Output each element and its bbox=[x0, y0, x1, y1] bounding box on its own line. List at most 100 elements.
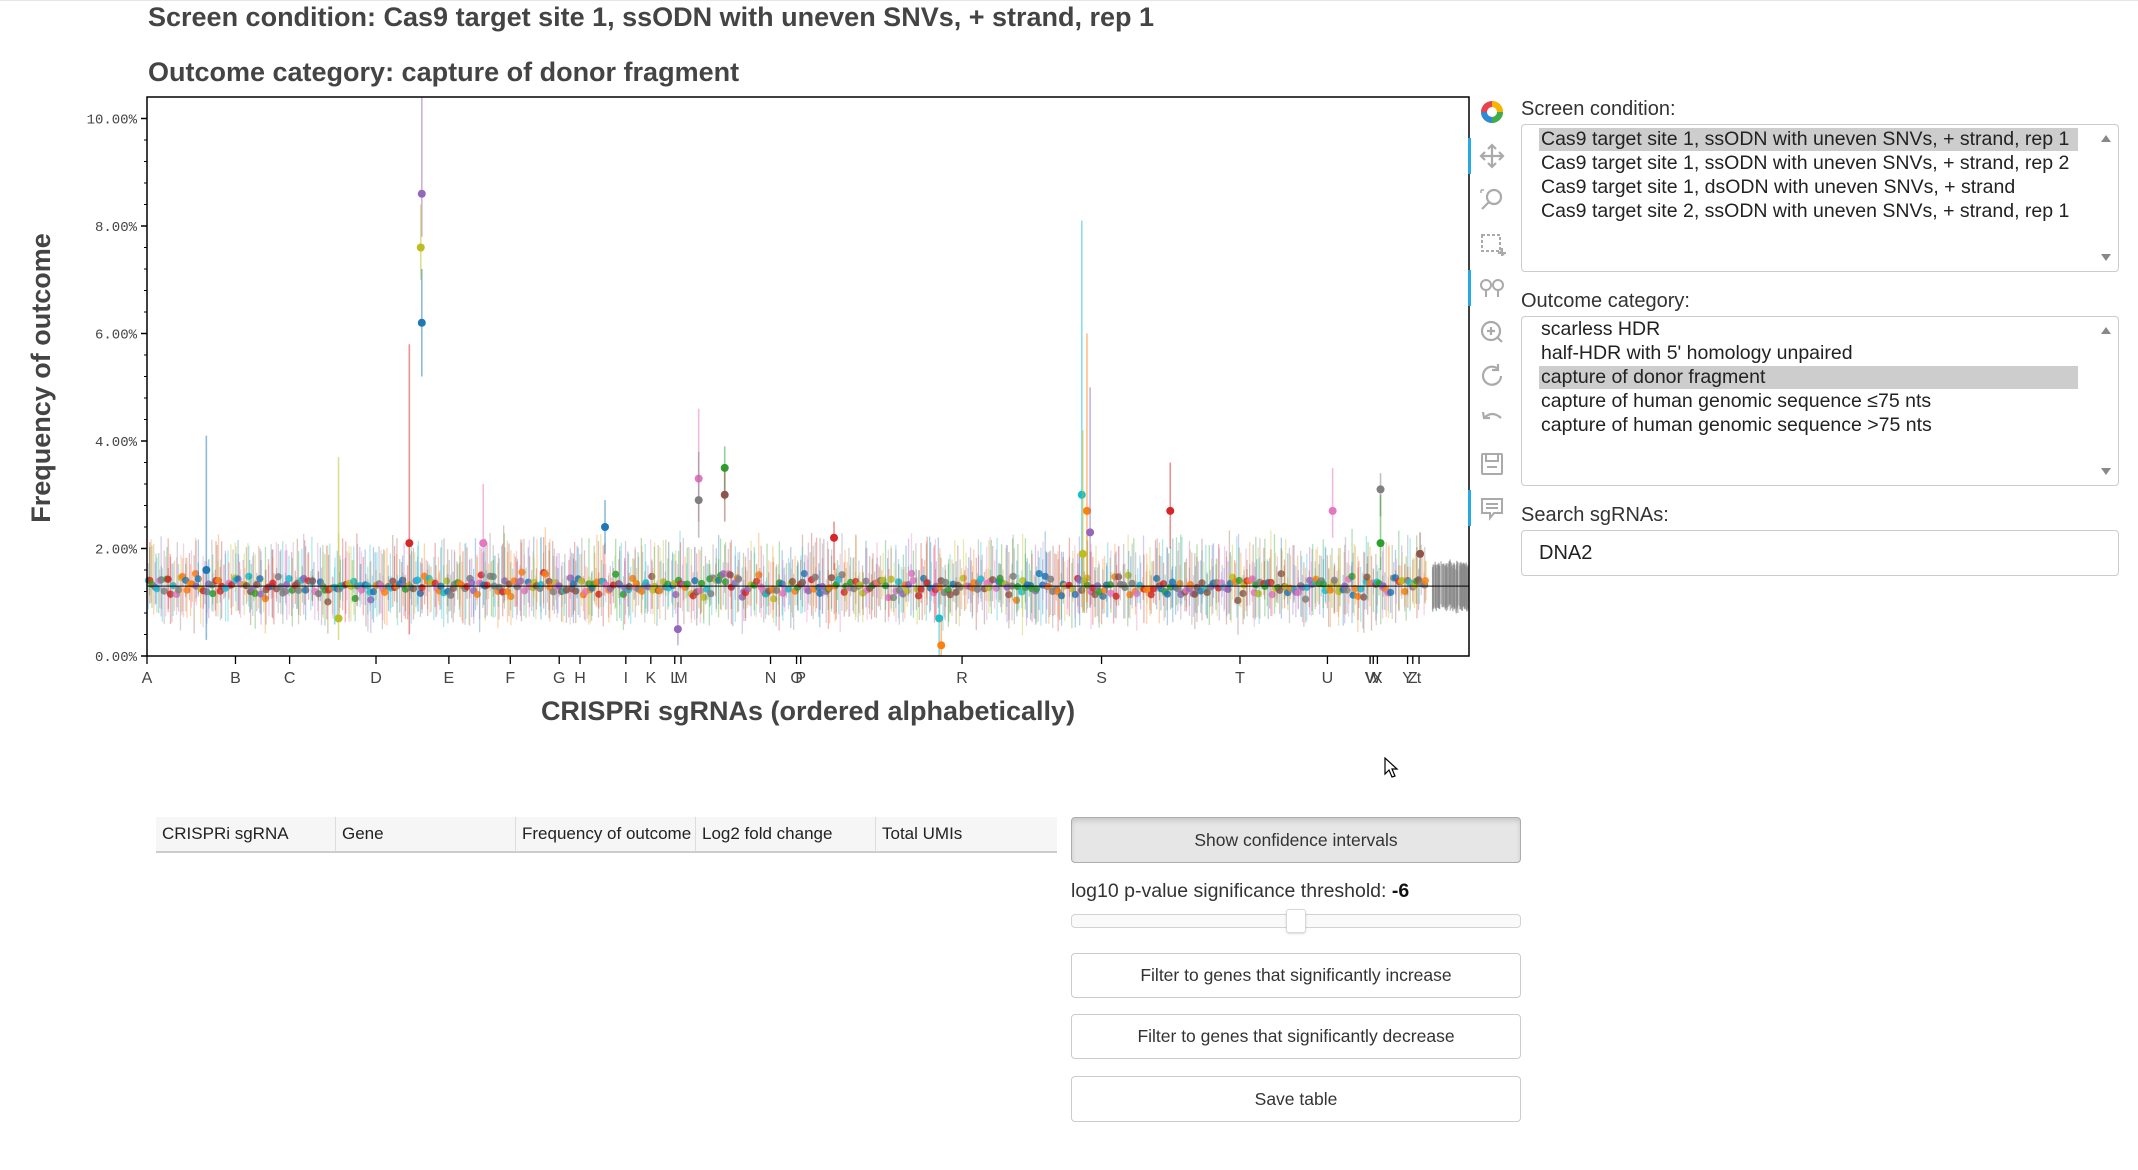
data-point[interactable] bbox=[1360, 593, 1368, 601]
column-header-log2-fold-change[interactable]: Log2 fold change bbox=[696, 817, 876, 851]
hover-icon[interactable] bbox=[1474, 490, 1510, 526]
save-icon[interactable] bbox=[1474, 446, 1510, 482]
data-point[interactable] bbox=[601, 523, 610, 531]
data-point[interactable] bbox=[1348, 572, 1356, 580]
data-point[interactable] bbox=[1268, 590, 1276, 599]
data-point[interactable] bbox=[632, 579, 641, 588]
data-point[interactable] bbox=[1035, 569, 1043, 578]
outcome-category-scrollbar[interactable] bbox=[2094, 317, 2118, 485]
data-point[interactable] bbox=[1343, 586, 1351, 594]
data-point[interactable] bbox=[468, 579, 476, 587]
data-point[interactable] bbox=[1124, 571, 1132, 579]
data-point[interactable] bbox=[334, 614, 343, 623]
data-point[interactable] bbox=[811, 573, 819, 581]
data-point[interactable] bbox=[183, 586, 191, 594]
data-point[interactable] bbox=[473, 590, 481, 598]
data-point[interactable] bbox=[1363, 573, 1371, 581]
data-point[interactable] bbox=[398, 576, 407, 584]
data-point[interactable] bbox=[1186, 580, 1194, 589]
data-point[interactable] bbox=[697, 579, 706, 588]
data-point[interactable] bbox=[755, 571, 763, 579]
data-point[interactable] bbox=[1234, 596, 1242, 605]
data-point[interactable] bbox=[907, 569, 916, 578]
screen-condition-option[interactable]: Cas9 target site 1, ssODN with uneven SN… bbox=[1539, 128, 2078, 151]
data-point[interactable] bbox=[1191, 590, 1199, 598]
data-point[interactable] bbox=[1115, 573, 1123, 581]
data-point[interactable] bbox=[719, 570, 727, 578]
data-point[interactable] bbox=[1176, 579, 1184, 588]
box-select-icon[interactable] bbox=[1474, 226, 1510, 262]
data-point[interactable] bbox=[1057, 592, 1066, 600]
data-point[interactable] bbox=[956, 583, 964, 591]
data-point[interactable] bbox=[541, 570, 549, 578]
data-point[interactable] bbox=[770, 595, 778, 603]
data-point[interactable] bbox=[324, 598, 332, 606]
data-point[interactable] bbox=[1267, 578, 1275, 587]
data-point[interactable] bbox=[830, 533, 839, 542]
data-point[interactable] bbox=[1077, 490, 1086, 499]
data-point[interactable] bbox=[1046, 575, 1055, 583]
show-confidence-intervals-button[interactable]: Show confidence intervals bbox=[1071, 817, 1521, 863]
data-point[interactable] bbox=[1301, 595, 1310, 603]
data-point[interactable] bbox=[1168, 578, 1177, 586]
data-point[interactable] bbox=[923, 579, 931, 587]
data-point[interactable] bbox=[788, 577, 797, 586]
scroll-up-arrow-icon[interactable] bbox=[2101, 327, 2111, 334]
data-point[interactable] bbox=[257, 590, 265, 598]
column-header-sgrna[interactable]: CRISPRi sgRNA bbox=[156, 817, 336, 851]
data-point[interactable] bbox=[194, 575, 202, 583]
data-point[interactable] bbox=[772, 586, 781, 594]
data-point[interactable] bbox=[1107, 589, 1115, 597]
data-point[interactable] bbox=[417, 189, 426, 198]
outcome-category-option[interactable]: capture of human genomic sequence >75 nt… bbox=[1541, 414, 1932, 436]
outcome-category-option[interactable]: capture of human genomic sequence ≤75 nt… bbox=[1541, 390, 1932, 412]
data-point[interactable] bbox=[302, 586, 310, 594]
reset-icon[interactable] bbox=[1474, 358, 1510, 394]
data-point[interactable] bbox=[160, 587, 168, 595]
data-point[interactable] bbox=[673, 625, 682, 634]
data-point[interactable] bbox=[798, 578, 807, 586]
data-point[interactable] bbox=[629, 574, 637, 583]
data-point[interactable] bbox=[1198, 579, 1206, 587]
data-point[interactable] bbox=[973, 585, 982, 593]
zoom-in-icon[interactable] bbox=[1474, 314, 1510, 350]
data-point[interactable] bbox=[227, 581, 236, 589]
data-point[interactable] bbox=[887, 575, 895, 583]
data-point[interactable] bbox=[1012, 596, 1021, 604]
data-point[interactable] bbox=[549, 588, 557, 596]
data-point[interactable] bbox=[1032, 585, 1041, 593]
data-point[interactable] bbox=[308, 577, 317, 585]
data-point[interactable] bbox=[1078, 549, 1087, 558]
save-table-button[interactable]: Save table bbox=[1071, 1076, 1521, 1122]
data-point[interactable] bbox=[1239, 589, 1247, 598]
data-point[interactable] bbox=[1357, 585, 1365, 593]
data-point[interactable] bbox=[879, 576, 887, 584]
data-point[interactable] bbox=[367, 596, 375, 604]
data-point[interactable] bbox=[507, 592, 515, 601]
data-point[interactable] bbox=[483, 581, 491, 589]
data-point[interactable] bbox=[1009, 572, 1017, 580]
data-point[interactable] bbox=[656, 586, 664, 595]
data-point[interactable] bbox=[1254, 590, 1262, 598]
data-point[interactable] bbox=[1398, 576, 1406, 585]
data-point[interactable] bbox=[202, 566, 211, 574]
data-point[interactable] bbox=[840, 588, 848, 596]
data-point[interactable] bbox=[214, 576, 223, 585]
data-point[interactable] bbox=[941, 578, 950, 586]
data-point[interactable] bbox=[1153, 574, 1161, 583]
data-point[interactable] bbox=[520, 587, 528, 595]
data-point[interactable] bbox=[1099, 592, 1107, 600]
data-point[interactable] bbox=[157, 576, 165, 584]
data-point[interactable] bbox=[691, 577, 699, 585]
data-point[interactable] bbox=[294, 586, 303, 594]
data-point[interactable] bbox=[894, 578, 903, 586]
data-point[interactable] bbox=[409, 585, 418, 593]
scroll-down-arrow-icon[interactable] bbox=[2101, 468, 2111, 475]
data-point[interactable] bbox=[672, 590, 680, 599]
data-point[interactable] bbox=[572, 587, 580, 595]
search-sgrnas-input[interactable] bbox=[1521, 530, 2119, 576]
data-point[interactable] bbox=[707, 590, 715, 598]
data-point[interactable] bbox=[735, 575, 743, 583]
outcome-category-option[interactable]: half-HDR with 5' homology unpaired bbox=[1541, 342, 1853, 364]
wheel-zoom-icon[interactable] bbox=[1474, 270, 1510, 306]
